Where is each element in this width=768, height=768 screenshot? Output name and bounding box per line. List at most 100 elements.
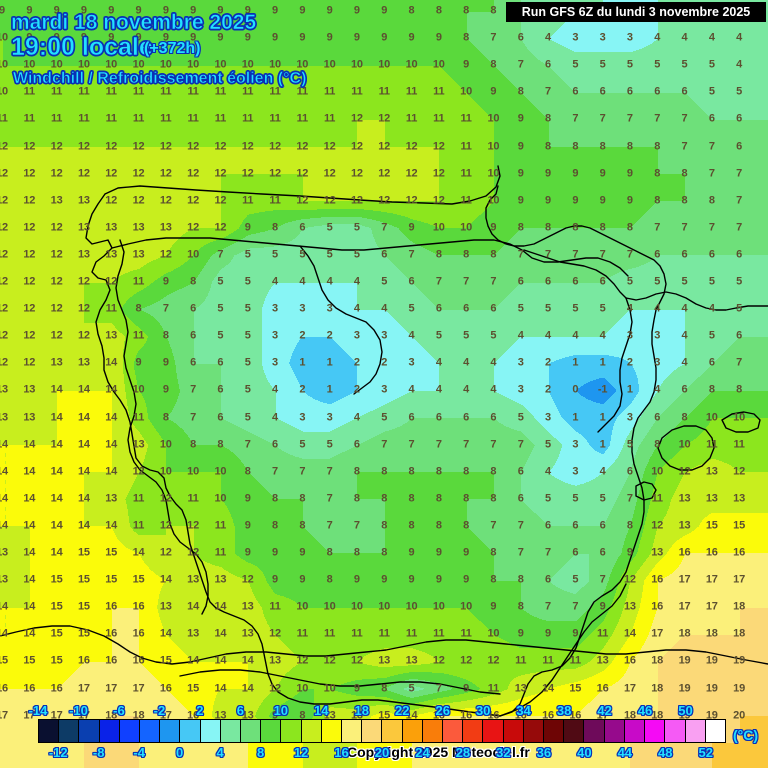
grid-value-label: 9 xyxy=(545,167,551,180)
grid-value-label: 14 xyxy=(187,654,200,667)
grid-value-label: 3 xyxy=(326,411,333,423)
grid-value-label: 6 xyxy=(299,221,306,234)
grid-value-label: 8 xyxy=(599,221,606,234)
grid-value-label: 15 xyxy=(50,627,63,640)
grid-value-label: 16 xyxy=(0,682,8,694)
grid-value-label: 5 xyxy=(572,492,579,505)
grid-value-label: 9 xyxy=(626,546,633,559)
grid-value-label: 10 xyxy=(378,58,391,71)
grid-value-label: 10 xyxy=(296,58,309,71)
grid-value-label: 2 xyxy=(299,329,306,342)
grid-value-label: 11 xyxy=(160,112,172,125)
grid-value-label: 9 xyxy=(545,627,551,640)
grid-value-label: 8 xyxy=(490,465,497,478)
grid-value-label: 14 xyxy=(50,492,63,505)
grid-value-label: 5 xyxy=(599,302,606,315)
grid-value-label: 1 xyxy=(599,356,606,369)
grid-value-label: 13 xyxy=(241,709,254,722)
grid-value-label: 9 xyxy=(517,194,524,207)
grid-value-label: 10 xyxy=(214,492,227,505)
legend-tick-label: 38 xyxy=(556,703,572,718)
grid-value-label: 13 xyxy=(77,194,90,207)
grid-value-label: 8 xyxy=(299,709,306,722)
grid-value-label: 9 xyxy=(244,519,251,532)
color-scale-legend[interactable] xyxy=(38,719,726,743)
grid-value-label: 8 xyxy=(572,140,579,152)
grid-value-label: 1 xyxy=(626,383,633,396)
grid-value-label: 7 xyxy=(736,221,743,234)
grid-value-label: 8 xyxy=(353,546,360,559)
grid-value-label: 10 xyxy=(187,248,200,261)
grid-value-label: 20 xyxy=(733,709,746,722)
grid-value-label: 3 xyxy=(572,31,579,44)
grid-value-label: 9 xyxy=(272,4,278,17)
grid-value-label: 16 xyxy=(651,600,664,613)
grid-value-label: 7 xyxy=(190,411,197,423)
grid-value-label: 14 xyxy=(105,438,118,451)
grid-value-label: 5 xyxy=(381,411,388,423)
grid-value-label: 10 xyxy=(432,221,445,234)
grid-value-label: 4 xyxy=(736,31,743,44)
grid-value-label: 7 xyxy=(272,465,278,478)
grid-value-label: 11 xyxy=(405,112,418,125)
grid-value-label: 16 xyxy=(159,682,172,694)
grid-value-label: 8 xyxy=(654,194,661,207)
grid-value-label: 14 xyxy=(214,600,227,613)
grid-value-label: 6 xyxy=(654,248,661,261)
grid-value-label: 8 xyxy=(490,4,497,17)
grid-value-label: 12 xyxy=(132,167,145,180)
grid-value-label: 9 xyxy=(490,600,497,613)
legend-cell xyxy=(342,720,363,742)
grid-value-label: 7 xyxy=(353,519,360,532)
grid-value-label: 15 xyxy=(77,573,90,586)
grid-value-label: 6 xyxy=(708,356,715,369)
grid-value-label: 14 xyxy=(0,600,8,613)
grid-value-label: 8 xyxy=(435,492,442,505)
grid-value-label: 12 xyxy=(50,275,63,288)
grid-value-label: 12 xyxy=(296,654,309,667)
grid-value-label: 14 xyxy=(405,709,418,722)
grid-value-label: 8 xyxy=(708,383,715,396)
grid-value-label: 4 xyxy=(435,383,442,396)
grid-value-label: 8 xyxy=(463,248,470,261)
grid-value-label: 5 xyxy=(708,329,715,342)
grid-value-label: 6 xyxy=(626,85,633,98)
grid-value-label: 11 xyxy=(105,302,117,315)
grid-value-label: 11 xyxy=(23,112,35,125)
grid-value-label: 10 xyxy=(350,58,363,71)
grid-value-label: 14 xyxy=(77,383,90,396)
grid-value-label: 7 xyxy=(244,438,251,451)
grid-value-label: 10 xyxy=(132,383,145,396)
grid-value-label: 8 xyxy=(736,383,743,396)
grid-value-label: 8 xyxy=(626,221,633,234)
grid-value-label: 15 xyxy=(705,519,718,532)
grid-value-label: 8 xyxy=(517,221,524,234)
grid-value-label: 11 xyxy=(351,627,363,640)
grid-value-label: 11 xyxy=(160,85,172,98)
grid-value-label: 10 xyxy=(77,58,90,71)
grid-value-label: 10 xyxy=(405,600,418,613)
grid-value-label: 7 xyxy=(626,112,633,125)
grid-value-label: 1 xyxy=(326,356,333,369)
grid-value-label: 12 xyxy=(350,112,363,125)
grid-value-label: 14 xyxy=(241,682,254,694)
grid-value-label: 19 xyxy=(733,682,746,694)
grid-value-label: 4 xyxy=(681,302,688,315)
grid-value-label: 11 xyxy=(269,600,281,613)
grid-value-label: 7 xyxy=(517,519,524,532)
grid-value-label: 7 xyxy=(626,248,633,261)
grid-value-label: 11 xyxy=(733,438,745,451)
grid-value-label: 4 xyxy=(408,329,415,342)
grid-value-label: 8 xyxy=(162,329,169,342)
grid-value-label: 8 xyxy=(463,465,470,478)
grid-value-label: 4 xyxy=(654,383,661,396)
grid-value-label: 13 xyxy=(623,600,636,613)
grid-value-label: 8 xyxy=(463,519,470,532)
grid-value-label: 12 xyxy=(241,573,254,586)
legend-tick-label: 34 xyxy=(516,703,531,718)
grid-value-label: 11 xyxy=(269,112,281,125)
grid-value-label: 9 xyxy=(0,4,5,17)
grid-value-label: 5 xyxy=(217,275,224,288)
grid-value-label: 16 xyxy=(514,709,527,722)
